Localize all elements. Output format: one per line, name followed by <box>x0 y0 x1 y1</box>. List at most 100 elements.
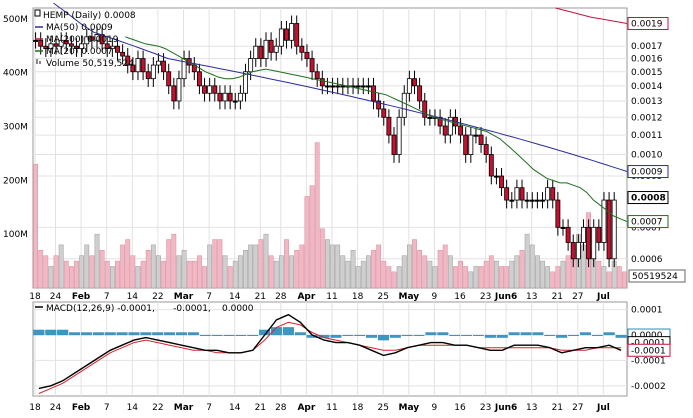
candle-body <box>253 45 259 59</box>
x-tick-label-macd: May <box>398 403 419 413</box>
volume-bar <box>94 233 100 289</box>
price-tag-label: 0.0007 <box>631 218 663 228</box>
macd-hist-bar <box>69 332 81 336</box>
candle-body <box>565 226 571 243</box>
macd-hist-bar <box>579 332 591 336</box>
macd-hist-bar <box>247 334 259 336</box>
volume-bar <box>33 163 38 289</box>
candle-body <box>207 85 213 94</box>
candle-body <box>540 199 545 202</box>
volume-bar <box>104 260 110 289</box>
volume-bar <box>79 255 85 289</box>
volume-bar <box>268 255 274 289</box>
candle-body <box>130 64 136 73</box>
x-tick-label-macd: 21 <box>552 403 563 413</box>
volume-bar <box>43 255 49 289</box>
volume-bar <box>63 260 69 289</box>
macd-hist-bar <box>496 334 508 338</box>
volume-bar <box>166 239 172 289</box>
volume-bar <box>197 255 202 289</box>
volume-tag-label: 50519524 <box>632 272 678 282</box>
candle-body <box>273 45 279 53</box>
legend-entry: MA(50) 0.0009 <box>46 23 113 33</box>
legend-swatch <box>39 61 41 64</box>
x-tick-label: 16 <box>454 292 466 302</box>
x-tick-label: 27 <box>572 292 583 302</box>
volume-bar <box>366 255 371 289</box>
candle-body <box>478 134 484 145</box>
volume-bar <box>565 255 571 289</box>
volume-bar <box>150 244 156 289</box>
volume-bar <box>48 266 54 289</box>
volume-bar <box>130 255 136 289</box>
volume-bar <box>212 239 218 289</box>
candle-body <box>555 199 561 228</box>
x-tick-label-macd: Feb <box>72 403 91 413</box>
candle-body <box>534 199 540 202</box>
volume-bar <box>406 244 412 289</box>
x-tick-label: 21 <box>552 292 563 302</box>
macd-tick-label: -0.0001 <box>631 356 666 366</box>
volume-bar <box>494 260 499 289</box>
candle-body <box>38 39 44 47</box>
volume-bar <box>596 260 602 289</box>
macd-hist-bar <box>401 334 413 336</box>
volume-bar <box>115 260 120 289</box>
volume-bar <box>273 260 279 289</box>
volume-bar <box>412 239 417 289</box>
price-tick-label: 0.0006 <box>631 255 663 265</box>
volume-bar <box>243 250 248 289</box>
volume-bar <box>89 255 95 289</box>
macd-line <box>38 313 622 390</box>
candle-body <box>591 226 597 260</box>
candle-body <box>263 39 269 59</box>
x-tick-label-macd: Apr <box>297 403 315 413</box>
volume-bar <box>53 255 59 289</box>
candle-body <box>529 199 535 202</box>
volume-bar <box>217 239 223 289</box>
legend-entry: MA(200) 0.0019 <box>46 35 119 45</box>
candle-body <box>483 144 489 155</box>
volume-bar <box>473 266 479 289</box>
candle-body <box>94 34 100 41</box>
volume-bar <box>145 250 151 289</box>
macd-hist-bar <box>354 334 366 336</box>
macd-tag-label: -0.0001 <box>631 339 666 349</box>
volume-bar <box>581 244 586 289</box>
volume-bar <box>84 244 90 289</box>
candle-body <box>268 39 274 53</box>
candle-body <box>202 85 207 94</box>
candle-body <box>422 100 428 118</box>
price-tag-label: 0.0019 <box>631 20 663 30</box>
macd-hist-bar <box>544 334 556 336</box>
candle-body <box>284 28 289 41</box>
volume-bar <box>514 255 520 289</box>
volume-bar <box>550 271 556 289</box>
candle-body <box>524 199 530 202</box>
candle-body <box>145 71 151 80</box>
legend-entry: MA(20) 0.0007 <box>46 47 113 57</box>
candle-body <box>166 71 172 87</box>
volume-bar <box>381 260 387 289</box>
volume-bar <box>294 250 300 289</box>
x-tick-label-macd: 18 <box>29 403 41 413</box>
candle-body <box>575 242 581 260</box>
candle-body <box>125 55 131 66</box>
candle-body <box>243 71 248 94</box>
ma50-line <box>53 2 628 172</box>
x-tick-label: Jun6 <box>494 292 517 302</box>
volume-bar <box>488 255 494 289</box>
macd-hist-bar <box>532 332 544 336</box>
macd-tick-label: 0.0001 <box>631 306 663 316</box>
candle-body <box>509 199 515 202</box>
volume-bar <box>350 250 356 289</box>
macd-hist-bar <box>45 329 57 336</box>
volume-bar <box>330 244 335 289</box>
candle-body <box>222 92 228 102</box>
x-tick-label-macd: 27 <box>572 403 583 413</box>
macd-hist-bar <box>484 334 496 338</box>
candle-body <box>314 71 320 80</box>
x-tick-label-macd: 23 <box>480 403 491 413</box>
volume-bar <box>263 233 269 289</box>
